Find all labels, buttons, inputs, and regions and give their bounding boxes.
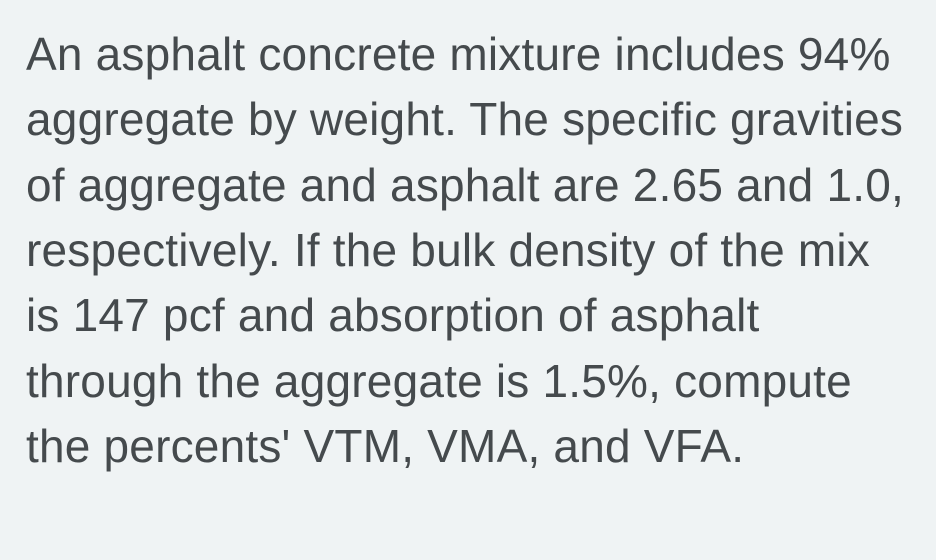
problem-text: An asphalt concrete mixture includes 94%… [0,0,936,501]
